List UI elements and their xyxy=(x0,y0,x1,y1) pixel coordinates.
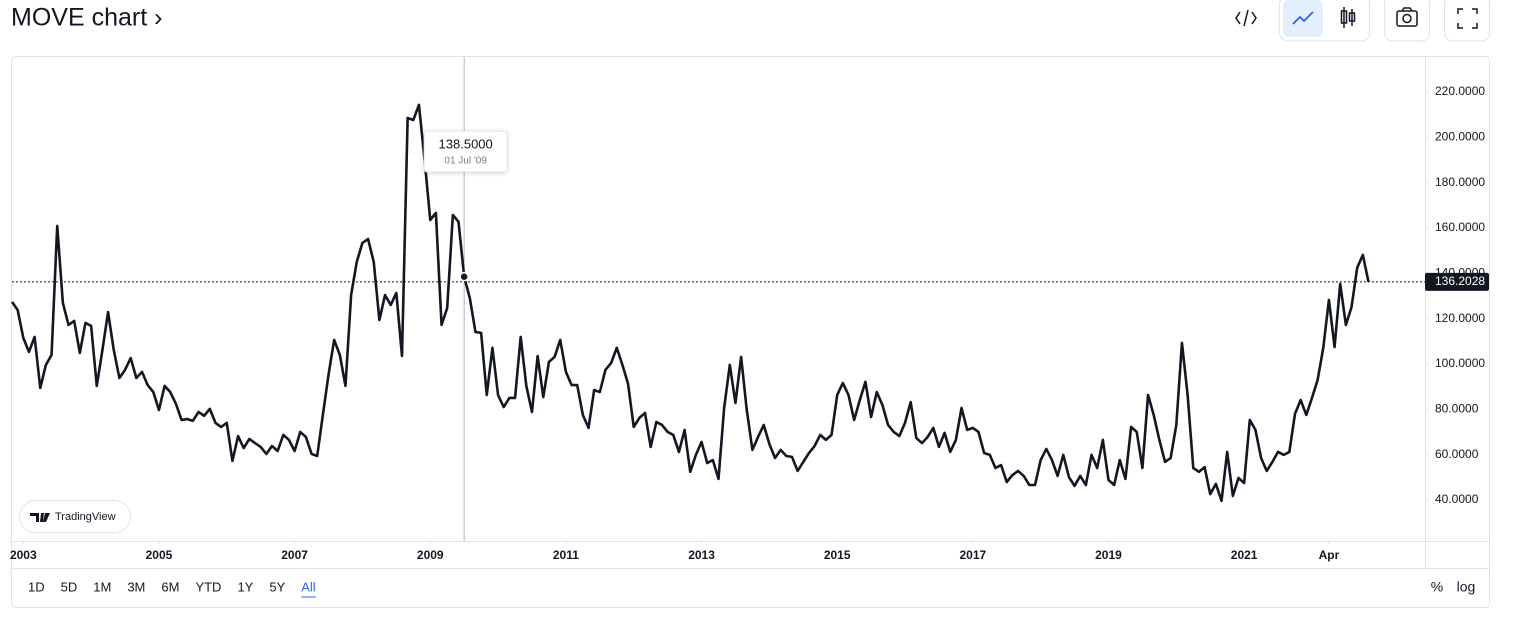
price-line xyxy=(10,103,1370,503)
percent-toggle[interactable]: % xyxy=(1431,579,1443,595)
x-tick-label: 2011 xyxy=(553,548,579,562)
range-button[interactable]: 5D xyxy=(61,579,78,594)
branding-logo xyxy=(30,513,50,522)
screenshot-button[interactable] xyxy=(1384,0,1430,42)
range-button[interactable]: 1D xyxy=(28,579,45,594)
x-tick-label: 2015 xyxy=(824,548,851,562)
x-tick-label: 2005 xyxy=(146,548,173,562)
candles-style-button[interactable] xyxy=(1340,7,1356,28)
line-style-button[interactable] xyxy=(1283,0,1323,37)
x-tick-label: 2017 xyxy=(959,548,986,562)
x-tick-label: 2009 xyxy=(417,548,444,562)
range-button[interactable]: 6M xyxy=(161,579,179,594)
tooltip-box xyxy=(423,130,508,173)
chart-title[interactable]: MOVE chart › xyxy=(11,4,162,32)
y-tick-label: 200.0000 xyxy=(1435,129,1485,143)
tooltip-value: 138.5000 xyxy=(439,136,493,151)
tooltip-date: 01 Jul '09 xyxy=(444,156,487,167)
fullscreen-icon xyxy=(1457,8,1478,29)
range-button[interactable]: 3M xyxy=(127,579,145,594)
range-button[interactable]: YTD xyxy=(195,579,221,594)
x-tick-label: 2021 xyxy=(1231,548,1258,562)
y-tick-label: 220.0000 xyxy=(1435,84,1485,98)
crosshair-dot xyxy=(459,271,469,282)
y-tick-label: 80.0000 xyxy=(1435,401,1479,415)
last-price-label: 136.2028 xyxy=(1435,274,1485,288)
fullscreen-button[interactable] xyxy=(1444,0,1490,42)
log-toggle[interactable]: log xyxy=(1457,579,1476,595)
chart-frame xyxy=(11,56,1490,608)
y-tick-label: 60.0000 xyxy=(1435,447,1479,461)
camera-icon xyxy=(1396,7,1418,27)
last-price-badge xyxy=(1425,272,1489,291)
line-icon xyxy=(1292,11,1314,25)
x-tick-label: 2013 xyxy=(688,548,715,562)
range-button[interactable]: 1Y xyxy=(237,579,253,594)
y-tick-label: 40.0000 xyxy=(1435,492,1479,506)
y-tick-label: 160.0000 xyxy=(1435,220,1485,234)
crosshair-tooltip: 138.5000 01 Jul '09 xyxy=(423,130,508,173)
branding-text: TradingView xyxy=(55,511,116,523)
x-tick-label: 2007 xyxy=(281,548,308,562)
range-button[interactable]: 5Y xyxy=(269,579,285,594)
x-tick-label: 2003 xyxy=(10,548,37,562)
range-button[interactable]: 1M xyxy=(93,579,111,594)
y-tick-label: 100.0000 xyxy=(1435,356,1485,370)
branding-badge[interactable] xyxy=(19,500,131,533)
embed-button[interactable] xyxy=(1235,9,1257,27)
x-tick-label: 2019 xyxy=(1095,548,1122,562)
range-button[interactable]: All xyxy=(301,579,316,594)
y-tick-label: 180.0000 xyxy=(1435,175,1485,189)
x-tick-label: Apr xyxy=(1319,548,1340,562)
y-tick-label: 120.0000 xyxy=(1435,311,1485,325)
